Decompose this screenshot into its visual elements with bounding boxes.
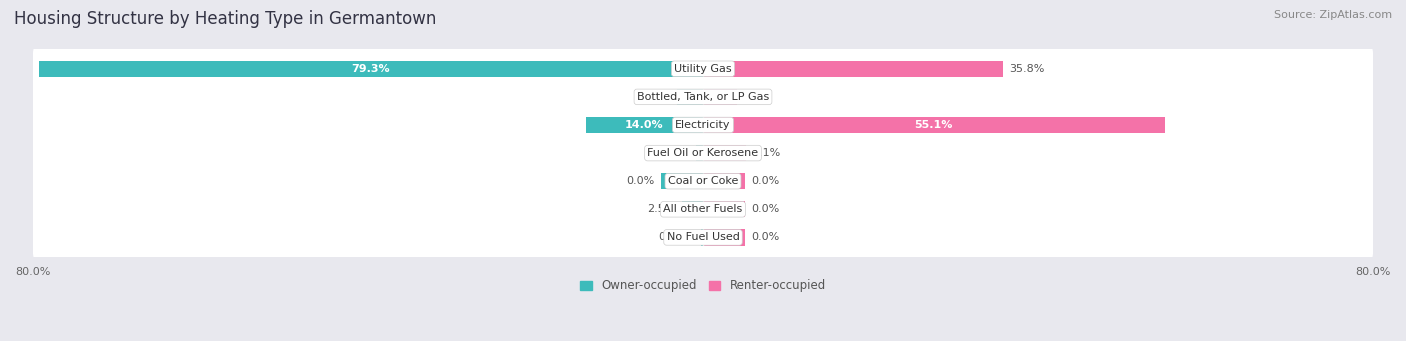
Text: 5.1%: 5.1%	[752, 148, 780, 158]
Text: Electricity: Electricity	[675, 120, 731, 130]
FancyBboxPatch shape	[32, 157, 1374, 206]
Bar	[703, 61, 1002, 77]
Text: Source: ZipAtlas.com: Source: ZipAtlas.com	[1274, 10, 1392, 20]
Text: 0.0%: 0.0%	[626, 176, 654, 186]
Text: Utility Gas: Utility Gas	[675, 64, 731, 74]
Legend: Owner-occupied, Renter-occupied: Owner-occupied, Renter-occupied	[575, 275, 831, 297]
FancyBboxPatch shape	[32, 184, 1374, 234]
FancyBboxPatch shape	[32, 213, 1374, 262]
Bar	[586, 117, 703, 133]
Bar	[696, 145, 703, 161]
Bar	[703, 229, 745, 246]
Text: No Fuel Used: No Fuel Used	[666, 233, 740, 242]
Text: 14.0%: 14.0%	[626, 120, 664, 130]
Bar	[661, 173, 703, 189]
Text: 4.0%: 4.0%	[744, 92, 772, 102]
Text: 0.26%: 0.26%	[659, 233, 695, 242]
Text: 0.0%: 0.0%	[752, 233, 780, 242]
Bar	[38, 61, 703, 77]
Text: 0.88%: 0.88%	[654, 148, 689, 158]
Text: Bottled, Tank, or LP Gas: Bottled, Tank, or LP Gas	[637, 92, 769, 102]
Text: 79.3%: 79.3%	[352, 64, 389, 74]
FancyBboxPatch shape	[32, 44, 1374, 93]
Text: All other Fuels: All other Fuels	[664, 204, 742, 214]
Text: 55.1%: 55.1%	[915, 120, 953, 130]
Text: Fuel Oil or Kerosene: Fuel Oil or Kerosene	[647, 148, 759, 158]
Text: 0.0%: 0.0%	[752, 204, 780, 214]
FancyBboxPatch shape	[32, 72, 1374, 122]
Text: 2.5%: 2.5%	[647, 204, 675, 214]
Bar	[703, 173, 745, 189]
Bar	[703, 145, 745, 161]
FancyBboxPatch shape	[32, 100, 1374, 150]
Bar	[703, 117, 1164, 133]
FancyBboxPatch shape	[32, 71, 1374, 123]
FancyBboxPatch shape	[32, 43, 1374, 95]
FancyBboxPatch shape	[32, 127, 1374, 179]
Bar	[703, 201, 745, 218]
FancyBboxPatch shape	[32, 155, 1374, 207]
Bar	[703, 89, 737, 105]
FancyBboxPatch shape	[32, 128, 1374, 178]
Text: 0.0%: 0.0%	[752, 176, 780, 186]
FancyBboxPatch shape	[32, 183, 1374, 235]
FancyBboxPatch shape	[32, 211, 1374, 263]
Text: 35.8%: 35.8%	[1010, 64, 1045, 74]
Bar	[700, 229, 703, 246]
Bar	[682, 201, 703, 218]
Text: Housing Structure by Heating Type in Germantown: Housing Structure by Heating Type in Ger…	[14, 10, 436, 28]
FancyBboxPatch shape	[32, 99, 1374, 151]
Text: Coal or Coke: Coal or Coke	[668, 176, 738, 186]
Bar	[678, 89, 703, 105]
Text: 3.1%: 3.1%	[643, 92, 671, 102]
